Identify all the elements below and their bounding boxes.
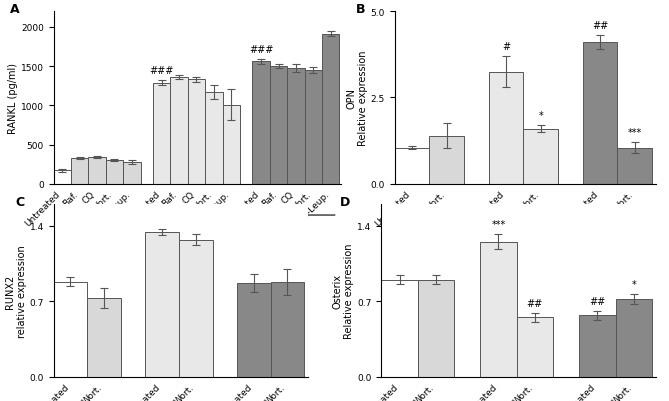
Text: D: D <box>340 196 351 209</box>
Bar <box>489 72 523 184</box>
Bar <box>304 71 322 184</box>
Text: ##: ## <box>592 21 608 31</box>
Text: ###: ### <box>249 45 274 55</box>
Bar <box>617 148 652 184</box>
Y-axis label: RANKL (pg/ml): RANKL (pg/ml) <box>8 63 18 134</box>
Text: A: A <box>11 3 20 16</box>
Bar <box>252 62 270 184</box>
Bar <box>270 282 304 377</box>
Text: #: # <box>502 42 510 52</box>
Text: *: * <box>539 111 543 121</box>
Text: *: * <box>632 279 636 289</box>
Bar <box>88 158 106 184</box>
Bar <box>153 83 171 184</box>
Text: 100: 100 <box>188 236 205 245</box>
Bar <box>87 298 121 377</box>
Bar <box>54 282 87 377</box>
Y-axis label: Osterix
Relative expression: Osterix Relative expression <box>333 243 355 338</box>
Bar <box>223 105 240 184</box>
Bar <box>54 171 71 184</box>
Text: 1000: 1000 <box>284 236 308 245</box>
Bar <box>106 160 123 184</box>
Text: ***: *** <box>491 219 506 229</box>
Text: 100: 100 <box>515 236 532 245</box>
Bar <box>71 158 88 184</box>
Bar <box>381 280 417 377</box>
Bar <box>615 299 652 377</box>
Text: N.I.: N.I. <box>421 236 437 245</box>
Bar <box>523 129 558 184</box>
Text: B: B <box>356 3 365 16</box>
Bar <box>123 163 140 184</box>
Bar <box>171 78 188 184</box>
Bar <box>287 69 304 184</box>
Text: ***: *** <box>628 128 642 138</box>
Y-axis label: RUNX2
relative expression: RUNX2 relative expression <box>5 245 27 337</box>
Y-axis label: OPN
Relative expression: OPN Relative expression <box>347 51 368 146</box>
Bar <box>205 93 223 184</box>
Text: ###: ### <box>149 66 174 76</box>
Bar <box>322 35 339 184</box>
Text: ##: ## <box>589 296 605 306</box>
Bar <box>395 148 429 184</box>
Bar <box>579 316 615 377</box>
Bar <box>179 240 213 377</box>
Bar <box>480 242 516 377</box>
Bar <box>145 233 179 377</box>
Bar <box>417 280 454 377</box>
Bar <box>237 283 270 377</box>
Text: N.I.: N.I. <box>90 236 104 245</box>
Bar <box>270 67 287 184</box>
Bar <box>188 80 205 184</box>
Text: 1000: 1000 <box>606 236 629 245</box>
Bar <box>429 136 464 184</box>
Bar <box>516 318 553 377</box>
Text: ##: ## <box>527 298 543 308</box>
Text: C: C <box>15 196 25 209</box>
Bar <box>583 43 617 184</box>
